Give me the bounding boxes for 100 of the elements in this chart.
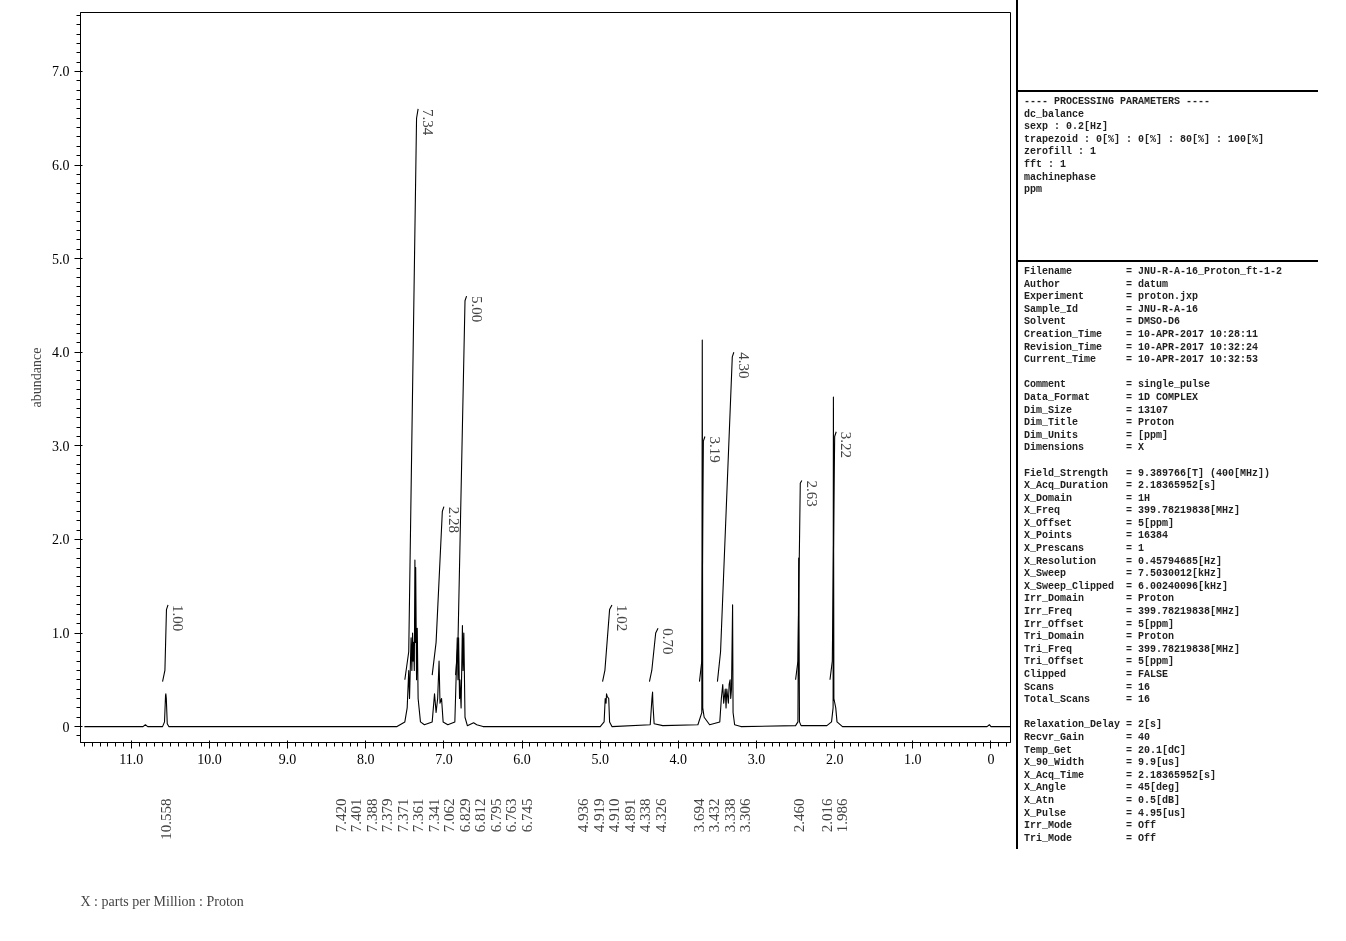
text: 6.763 — [503, 798, 520, 833]
text: Irr_Freq = 399.78219838[MHz] — [1024, 606, 1241, 618]
text: Irr_Mode = Off — [1024, 820, 1157, 832]
y-tick-label: 6.0 — [52, 158, 70, 174]
text: 7.420 — [332, 798, 349, 833]
text: Sample_Id = JNU-R-A-16 — [1024, 303, 1199, 315]
text: Tri_Freq = 399.78219838[MHz] — [1024, 643, 1241, 655]
text: Dim_Units = [ppm] — [1024, 429, 1169, 441]
text: Recvr_Gain = 40 — [1024, 731, 1151, 743]
text: Experiment = proton.jxp — [1024, 291, 1199, 303]
annotation: 4.30 — [735, 352, 752, 379]
text: 1.986 — [834, 798, 851, 833]
text: 10.558 — [157, 798, 174, 840]
x-tick-label: 4.0 — [669, 751, 688, 767]
text: X_Sweep = 7.5030012[kHz] — [1024, 568, 1223, 580]
text: X_Resolution = 0.45794685[Hz] — [1024, 555, 1223, 567]
x-tick-label: 5.0 — [591, 751, 609, 767]
text: Author = datum — [1024, 278, 1169, 290]
text: X_Freq = 399.78219838[MHz] — [1024, 505, 1241, 517]
x-tick-label: 2.0 — [825, 751, 844, 767]
annotation: 1.00 — [170, 604, 187, 632]
text: X_Sweep_Clipped = 6.00240096[kHz] — [1024, 580, 1229, 592]
text: Revision_Time = 10-APR-2017 10:32:24 — [1024, 341, 1259, 353]
text: sexp : 0.2[Hz] — [1024, 121, 1109, 133]
text: 7.062 — [441, 798, 458, 833]
x-tick-label: 0 — [987, 751, 995, 767]
text: Data_Format = 1D COMPLEX — [1024, 391, 1199, 403]
text: trapezoid : 0[%] : 0[%] : 80[%] : 100[%] — [1024, 133, 1265, 145]
text: 7.371 — [394, 798, 411, 833]
text: 4.936 — [575, 798, 592, 833]
text: ppm — [1024, 184, 1043, 196]
text: 7.361 — [410, 798, 427, 833]
text: Dim_Title = Proton — [1024, 417, 1175, 429]
y-tick-label: 7.0 — [52, 64, 70, 80]
text: 3.306 — [737, 798, 754, 833]
text: 6.829 — [456, 798, 473, 833]
text: 4.326 — [652, 798, 669, 833]
text: Scans = 16 — [1024, 681, 1151, 693]
x-tick-label: 10.0 — [197, 751, 222, 767]
text: X_Pulse = 4.95[us] — [1024, 807, 1187, 819]
x-tick-label: 1.0 — [904, 751, 922, 767]
text: Filename = JNU-R-A-16_Proton_ft-1-2 — [1024, 266, 1283, 277]
text: Comment = single_pulse — [1024, 379, 1211, 391]
x-tick-label: 8.0 — [357, 751, 375, 767]
annotation: 3.19 — [706, 436, 723, 463]
text: 4.338 — [637, 798, 654, 833]
text: 4.891 — [621, 798, 638, 833]
text: 7.379 — [379, 798, 396, 833]
text: Current_Time = 10-APR-2017 10:32:53 — [1024, 354, 1259, 366]
y-tick-label: 5.0 — [52, 251, 70, 267]
y-tick-label: 2.0 — [52, 532, 70, 548]
y-tick-label: 0 — [62, 719, 70, 735]
y-tick-label: 4.0 — [52, 345, 70, 361]
text: X_90_Width = 9.9[us] — [1024, 757, 1181, 769]
text: 7.401 — [348, 798, 365, 833]
text: zerofill : 1 — [1024, 146, 1097, 158]
text: 3.432 — [706, 798, 723, 833]
text: X_Acq_Time = 2.18365952[s] — [1024, 769, 1217, 781]
x-tick-label: 7.0 — [435, 751, 453, 767]
annotation: 2.63 — [803, 480, 820, 507]
text: fft : 1 — [1024, 158, 1067, 170]
text: X_Acq_Duration = 2.18365952[s] — [1024, 480, 1217, 492]
annotation: 3.22 — [838, 431, 855, 459]
text: Total_Scans = 16 — [1024, 694, 1151, 706]
annotation: 2.28 — [445, 506, 462, 533]
text: Relaxation_Delay = 2[s] — [1024, 719, 1163, 731]
text: X_Domain = 1H — [1024, 492, 1151, 504]
x-tick-label: 11.0 — [119, 751, 144, 767]
text: 4.919 — [590, 798, 607, 833]
text: dc_balance — [1024, 108, 1085, 120]
text: Irr_Domain = Proton — [1024, 593, 1175, 605]
annotation: 1.02 — [613, 604, 630, 632]
text: 2.016 — [818, 798, 835, 833]
text: Clipped = FALSE — [1024, 669, 1169, 680]
text: X_Angle = 45[deg] — [1024, 782, 1181, 794]
annotation: 5.00 — [468, 296, 485, 323]
text: X_Atn = 0.5[dB] — [1024, 794, 1181, 806]
annotation: 7.34 — [420, 108, 437, 136]
y-tick-label: 3.0 — [52, 438, 70, 454]
x-tick-label: 3.0 — [747, 751, 766, 767]
annotation: 0.70 — [660, 628, 677, 655]
text: Creation_Time = 10-APR-2017 10:28:11 — [1024, 328, 1259, 340]
text: 3.338 — [721, 798, 738, 833]
text: Solvent = DMSO-D6 — [1024, 316, 1181, 328]
text: 4.910 — [606, 798, 623, 833]
text: Field_Strength = 9.389766[T] (400[MHz]) — [1024, 467, 1271, 479]
text: 7.388 — [363, 798, 380, 833]
text: 3.694 — [690, 798, 707, 833]
text: ---- PROCESSING PARAMETERS ---- — [1024, 96, 1211, 107]
text: X_Offset = 5[ppm] — [1024, 517, 1175, 529]
text: Irr_Offset = 5[ppm] — [1024, 618, 1175, 630]
y-tick-label: 1.0 — [52, 626, 70, 641]
text: Temp_Get = 20.1[dC] — [1024, 744, 1187, 756]
text: 6.745 — [518, 798, 535, 833]
x-tick-label: 6.0 — [513, 751, 531, 767]
text: 6.795 — [487, 798, 504, 833]
text: X_Points = 16384 — [1024, 530, 1169, 542]
text: Dimensions = X — [1024, 442, 1145, 454]
text: Tri_Offset = 5[ppm] — [1024, 656, 1175, 668]
text: X : parts per Million : Proton — [80, 893, 244, 909]
